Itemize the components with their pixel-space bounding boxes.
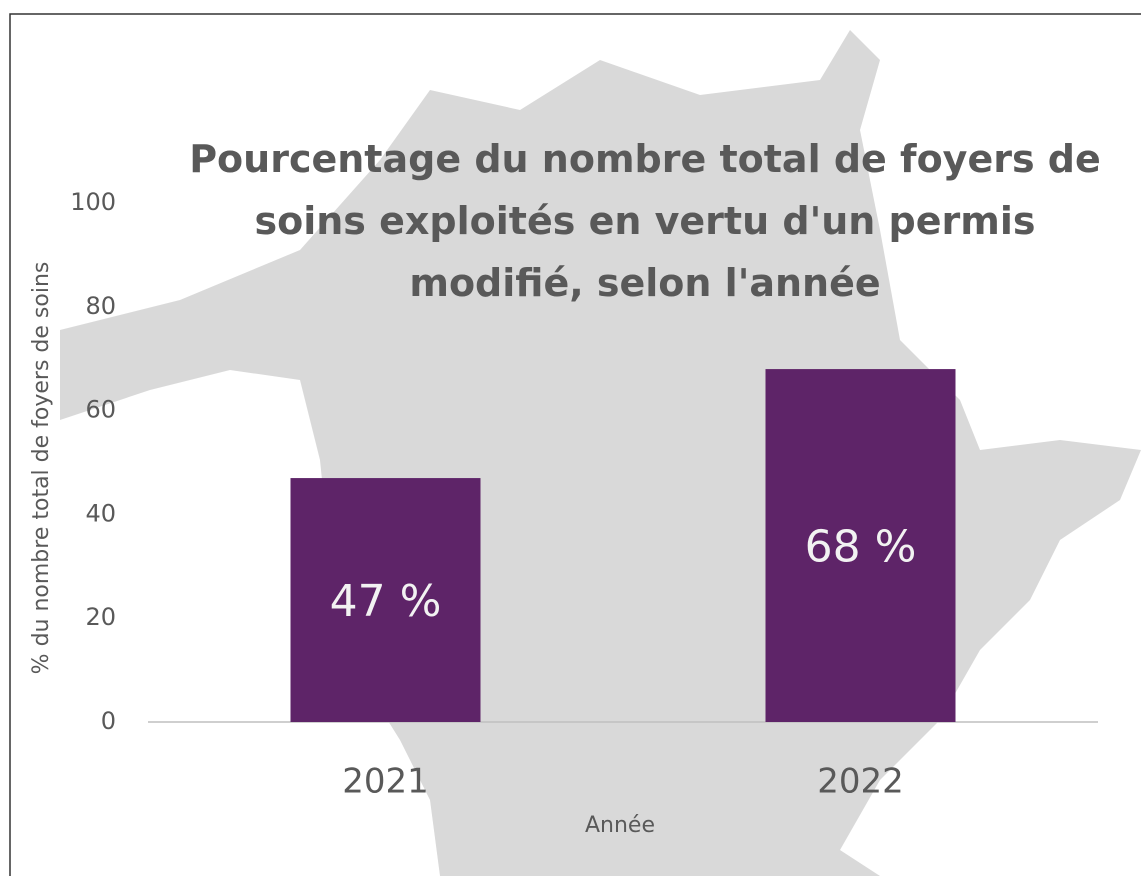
y-tick-label: 40 (85, 499, 116, 527)
y-tick-label: 0 (101, 707, 116, 735)
y-tick-label: 20 (85, 603, 116, 631)
data-label: 47 % (330, 576, 442, 627)
y-tick-label: 80 (85, 292, 116, 320)
x-axis-label: Année (585, 813, 655, 838)
chart-title: Pourcentage du nombre total de foyers de… (189, 137, 1101, 305)
x-tick-label: 2021 (342, 762, 429, 802)
bar (765, 369, 956, 722)
y-axis-label: % du nombre total de foyers de soins (29, 262, 54, 675)
data-label: 68 % (805, 522, 917, 573)
bar (290, 478, 481, 722)
x-tick-label: 2022 (817, 762, 904, 802)
y-tick-label: 60 (85, 396, 116, 424)
y-tick-label: 100 (70, 188, 116, 216)
